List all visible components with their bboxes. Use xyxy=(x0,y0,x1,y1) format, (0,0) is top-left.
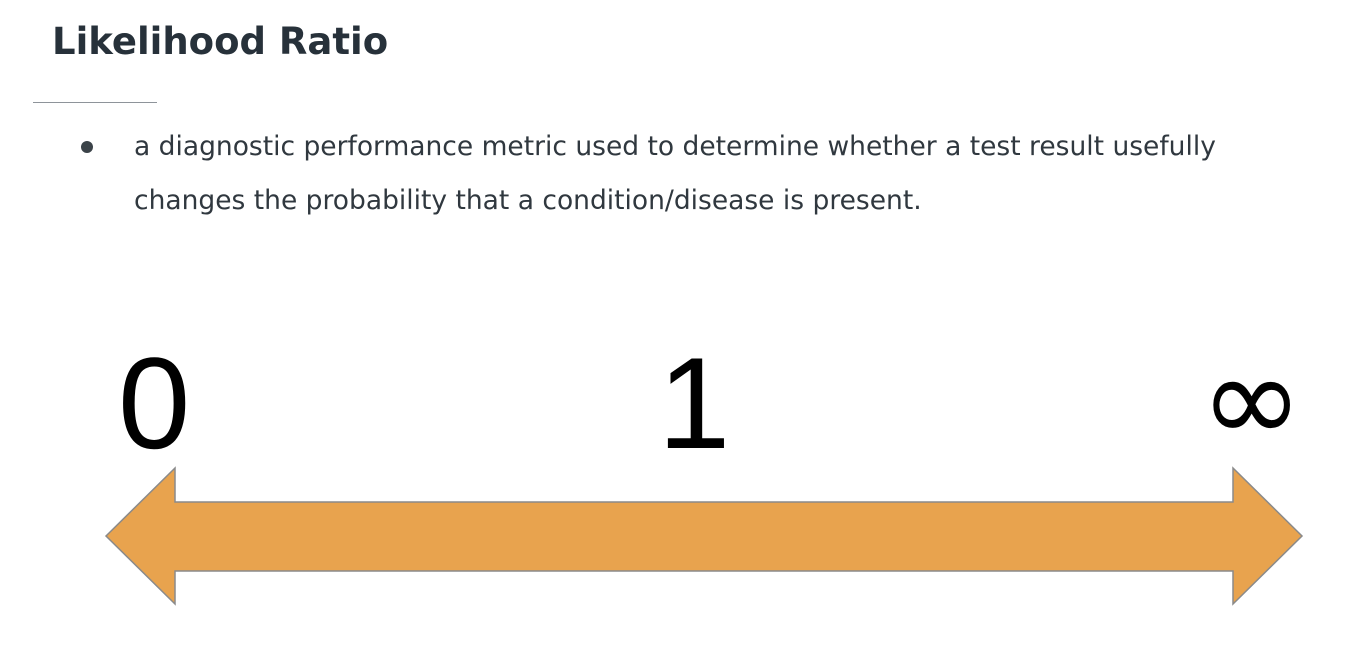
double-headed-arrow xyxy=(104,466,1304,606)
scale-label-one: 1 xyxy=(658,330,731,476)
slide-title: Likelihood Ratio xyxy=(52,20,389,63)
scale-label-zero: 0 xyxy=(118,330,191,476)
definition-text: a diagnostic performance metric used to … xyxy=(134,131,1216,216)
bullet-point-icon xyxy=(81,141,93,153)
title-underline xyxy=(33,102,157,103)
scale-label-infinity: ∞ xyxy=(1200,328,1304,472)
